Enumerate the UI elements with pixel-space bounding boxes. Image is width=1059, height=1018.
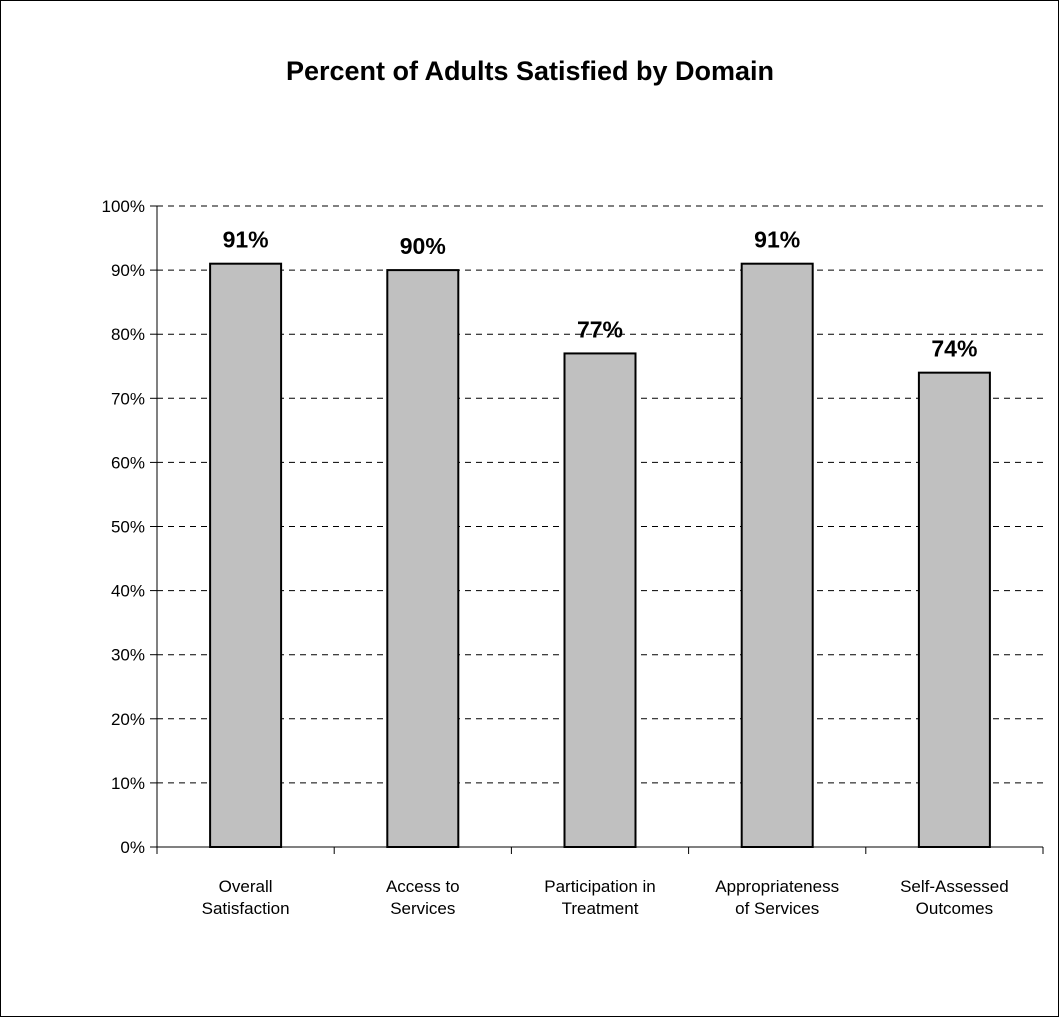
y-tick-label: 60% — [111, 453, 145, 472]
y-tick-label: 30% — [111, 646, 145, 665]
y-tick-label: 10% — [111, 774, 145, 793]
x-tick-label: Participation in Treatment — [544, 877, 656, 918]
data-label: 74% — [931, 336, 977, 362]
bar — [563, 352, 637, 848]
y-tick-label: 50% — [111, 518, 145, 537]
y-tick-label: 0% — [120, 838, 145, 857]
bar — [386, 269, 460, 849]
data-label: 77% — [577, 316, 623, 342]
bar — [917, 371, 991, 848]
x-tick-label: Overall Satisfaction — [202, 877, 290, 918]
labels: 0% 10% 20% 30% 40% 50% 60% 70% 80% 90% 100% 91% 90% 7… — [102, 197, 1009, 918]
axes — [150, 205, 1044, 854]
x-tick-label: Access to Services — [386, 877, 460, 918]
x-tick-label: Self-Assessed Outcomes — [900, 877, 1009, 918]
data-label: 91% — [754, 227, 800, 253]
x-tick-label: Appropriateness of Services — [715, 877, 839, 918]
y-tick-label: 90% — [111, 261, 145, 280]
chart-title: Percent of Adults Satisfied by Domain — [286, 56, 774, 86]
y-tick-label: 80% — [111, 325, 145, 344]
bar — [740, 262, 814, 848]
y-tick-label: 70% — [111, 389, 145, 408]
data-label: 91% — [223, 227, 269, 253]
y-tick-label: 100% — [102, 197, 145, 216]
data-label: 90% — [400, 233, 446, 259]
y-tick-label: 40% — [111, 582, 145, 601]
bar — [209, 262, 283, 848]
bars — [209, 262, 991, 849]
y-tick-label: 20% — [111, 710, 145, 729]
